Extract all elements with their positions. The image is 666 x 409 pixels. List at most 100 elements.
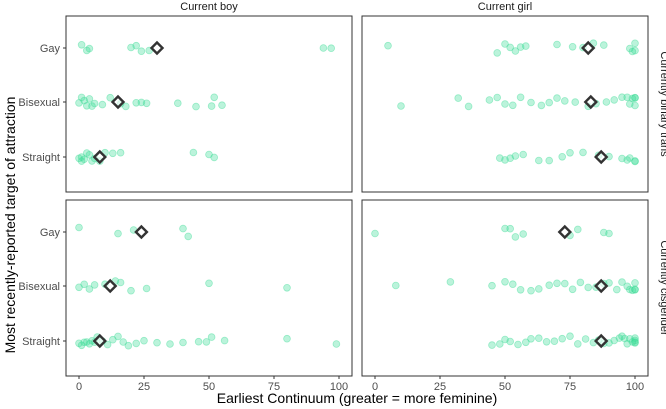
data-point [132,339,141,348]
data-point [371,229,379,238]
data-point [534,156,543,165]
data-point [80,338,88,347]
data-point [132,41,141,50]
data-point [88,102,96,110]
data-point [205,279,213,288]
mean-marker [149,40,165,56]
data-point [77,341,86,350]
data-point [207,102,216,110]
data-point [220,336,229,345]
data-point [558,153,566,161]
data-point [610,96,618,104]
data-point [542,337,551,346]
data-point [545,98,553,107]
data-point [166,340,174,348]
data-point [77,93,86,102]
data-point [283,334,291,343]
mean-marker [594,149,609,165]
data-point [631,157,639,166]
data-point [605,229,613,238]
x-tick-label: 50 [499,381,511,393]
data-point [142,284,151,293]
x-tick-label: 75 [268,381,280,393]
data-point [625,334,634,343]
data-point [501,277,509,286]
data-point [207,333,216,341]
data-point [119,338,127,346]
data-point [210,93,219,102]
data-point [625,154,634,162]
data-point [75,154,83,163]
data-point [631,336,639,345]
x-tick-label: 100 [330,381,348,393]
data-point [75,339,83,348]
data-point [80,155,88,164]
data-point [75,283,83,292]
data-point [560,97,569,105]
data-point [153,338,161,347]
data-point [116,278,125,287]
panel [65,15,353,193]
data-point [506,154,515,163]
panel-frame [65,15,353,193]
data-point [179,224,187,233]
data-point [618,93,626,101]
data-point [75,99,83,107]
data-point [75,223,83,232]
data-point [602,98,611,106]
y-tick-label: Gay [40,227,61,239]
x-tick-label: 75 [564,381,576,393]
data-point [122,102,130,111]
mean-marker [110,94,126,110]
data-point [623,339,631,348]
data-point [579,148,587,157]
data-point [210,153,219,162]
data-point [109,335,117,344]
x-tick-label: 50 [203,381,215,393]
data-point [218,101,226,109]
data-point [77,153,86,161]
data-point [519,150,527,159]
panel [65,199,353,377]
data-point [142,99,151,108]
data-point [127,286,135,295]
data-point [534,334,543,343]
data-point [90,99,99,108]
data-point [384,41,392,50]
mean-marker [594,333,609,349]
data-point [506,43,515,52]
data-point [327,44,336,52]
data-point [628,286,637,295]
data-point [625,285,634,294]
data-point [90,281,99,289]
data-point [631,94,639,102]
data-point [628,47,637,56]
data-point [501,40,509,48]
data-point [332,340,341,348]
data-point [137,47,146,55]
mean-marker [92,149,107,165]
data-point [625,100,634,108]
col-strip-label: Current boy [180,1,238,13]
mean-marker [581,40,596,56]
data-point [631,334,639,342]
data-point [508,101,517,110]
panel [361,199,649,377]
data-point [573,225,582,234]
data-point [506,337,515,346]
data-point [566,149,574,157]
y-axis-title: Most recently-reported target of attract… [2,97,18,354]
data-point [599,228,608,237]
data-point [519,230,527,238]
data-point [506,224,515,233]
data-point [628,338,637,346]
data-point [83,338,91,346]
data-point [103,340,112,349]
mean-marker [102,278,118,294]
data-point [283,283,291,292]
data-point [454,94,463,102]
data-point [77,40,86,49]
data-point [631,157,639,165]
data-point [516,43,525,51]
